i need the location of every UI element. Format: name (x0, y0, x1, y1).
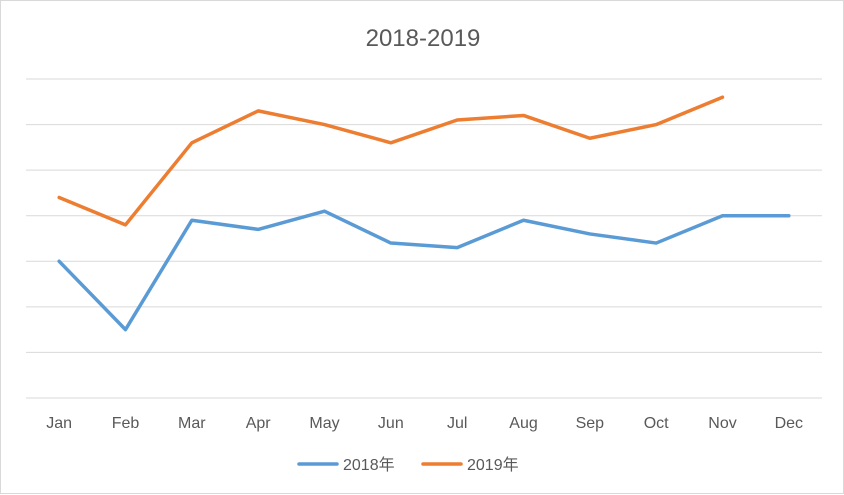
legend-label-1: 2018年 (343, 456, 395, 474)
x-tick-label: Dec (775, 415, 803, 432)
legend-label-2: 2019年 (467, 456, 519, 474)
x-tick-label: Feb (112, 415, 140, 432)
series-lines (57, 95, 791, 332)
x-tick-label: Oct (644, 415, 669, 432)
x-tick-label: May (309, 415, 339, 432)
chart-title: 2018-2019 (366, 25, 481, 52)
x-tick-label: Aug (509, 415, 537, 432)
x-tick-label: Sep (576, 415, 605, 432)
x-tick-label: Jan (46, 415, 72, 432)
legend: 2018年 2019年 (297, 456, 519, 474)
x-tick-label: Nov (708, 415, 736, 432)
series-line-1 (57, 209, 791, 332)
x-tick-label: Mar (178, 415, 206, 432)
x-axis-ticks: Jan Feb Mar Apr May Jun Jul Aug Sep Oct Nov Dec (46, 415, 803, 432)
grid-lines (26, 78, 822, 399)
x-tick-label: Jul (447, 415, 467, 432)
x-tick-label: Apr (246, 415, 272, 432)
x-tick-label: Jun (378, 415, 404, 432)
series-line-2 (57, 95, 725, 227)
